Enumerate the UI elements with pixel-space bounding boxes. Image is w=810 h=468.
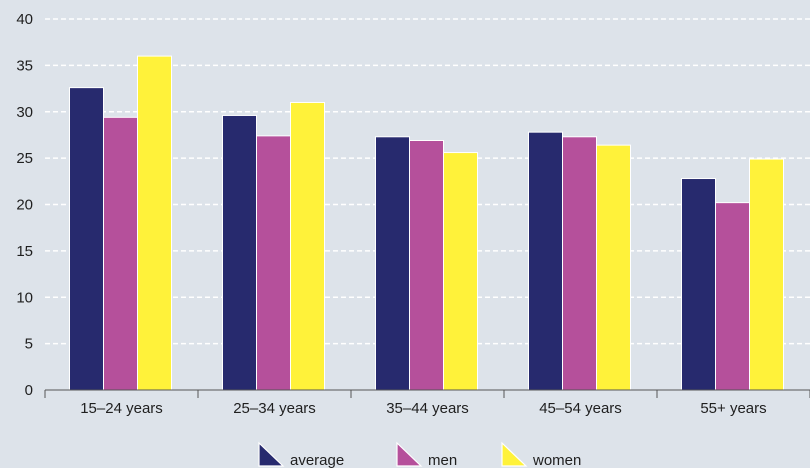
y-tick-label: 5	[25, 336, 33, 353]
bar-women	[749, 158, 784, 391]
x-tick-label: 35–44 years	[386, 400, 469, 417]
y-tick-label: 15	[16, 243, 33, 260]
x-tick-label: 15–24 years	[80, 400, 163, 417]
bar-average	[375, 136, 410, 391]
legend-item-women: women	[501, 441, 581, 468]
y-tick-label: 35	[16, 57, 33, 74]
legend-item-average: average	[258, 441, 344, 468]
y-tick-label: 25	[16, 150, 33, 167]
legend-label: men	[428, 452, 457, 468]
x-tick-label: 55+ years	[700, 400, 766, 417]
legend-label: women	[532, 452, 581, 468]
bar-average	[528, 131, 563, 391]
legend: average men women	[258, 441, 581, 468]
bar-men	[103, 116, 138, 391]
legend-label: average	[290, 452, 344, 468]
bar-average	[681, 178, 716, 391]
bar-women	[137, 55, 172, 391]
bar-women	[443, 152, 478, 391]
bar-women	[290, 101, 325, 391]
legend-swatch	[258, 441, 285, 467]
bar-men	[256, 135, 291, 391]
bar-men	[562, 136, 597, 391]
x-tick-label: 45–54 years	[539, 400, 622, 417]
y-axis-ticks: 0 5 10 15 20 25 30 35 40	[16, 11, 33, 399]
legend-item-men: men	[396, 441, 457, 468]
x-tick-label: 25–34 years	[233, 400, 316, 417]
y-tick-label: 30	[16, 104, 33, 121]
y-tick-label: 40	[16, 11, 33, 28]
legend-swatch	[501, 441, 528, 467]
bar-average	[69, 87, 104, 391]
y-tick-label: 20	[16, 197, 33, 214]
bar-men	[409, 140, 444, 391]
legend-swatch	[396, 441, 423, 467]
bars	[69, 55, 784, 391]
x-axis-ticks: 15–24 years 25–34 years 35–44 years 45–54 y…	[80, 400, 766, 417]
bar-average	[222, 114, 257, 391]
y-tick-label: 0	[25, 382, 33, 399]
bar-men	[715, 202, 750, 391]
bar-women	[596, 144, 631, 391]
x-axis	[44, 389, 810, 398]
y-tick-label: 10	[16, 289, 33, 306]
